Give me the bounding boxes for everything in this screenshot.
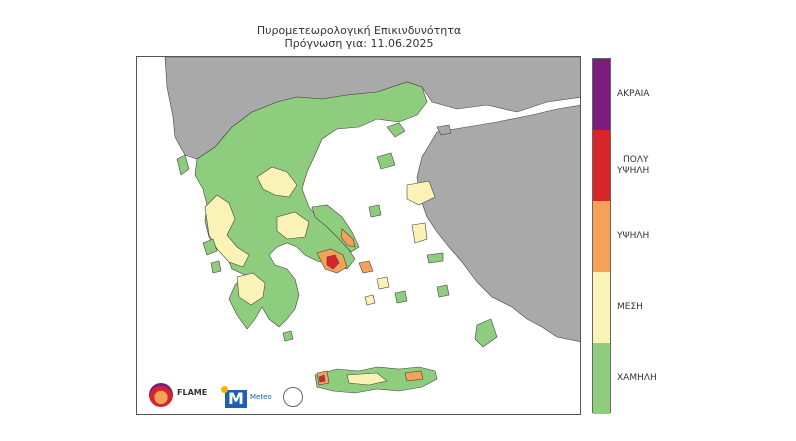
greece-map — [164, 57, 580, 394]
legend-text: ΧΑΜΗΛΗ — [617, 373, 657, 383]
legend-label-low: ΧΑΜΗΛΗ — [617, 373, 657, 384]
medium-zone-central — [276, 211, 310, 240]
flame-logo — [149, 383, 173, 407]
medium-zone-north — [256, 166, 298, 198]
crete-high-zone-east — [404, 370, 424, 382]
samothraki-island — [436, 124, 452, 136]
cyclades-4 — [364, 294, 376, 306]
thasos-island — [386, 122, 406, 138]
rhodes-island — [474, 318, 498, 348]
cyclades-1 — [358, 260, 374, 274]
meteo-logo-sun — [221, 386, 228, 393]
lesvos-island — [406, 180, 436, 206]
observatory-seal — [283, 387, 303, 407]
limnos-island — [376, 152, 396, 170]
attica-very-high-zone — [326, 254, 340, 270]
legend-label-extreme: ΑΚΡΑΙΑ — [617, 89, 649, 100]
medium-zone-peloponnese — [236, 272, 266, 306]
chios-island — [411, 222, 428, 244]
colorbar-high — [593, 201, 610, 272]
dodecanese-1 — [436, 284, 450, 298]
colorbar-extreme — [593, 59, 610, 130]
corfu-island — [176, 154, 190, 176]
fire-risk-map: FLAME M Meteo — [136, 56, 581, 415]
evia-high-zone — [340, 228, 356, 248]
meteo-logo: M — [225, 390, 247, 408]
cyclades-2 — [376, 276, 390, 290]
meteo-logo-text: Meteo — [250, 393, 272, 401]
kefalonia-island — [202, 238, 218, 256]
legend-text: ΑΚΡΑΙΑ — [617, 89, 650, 99]
legend-label-high: ΥΨΗΛΗ — [617, 231, 649, 242]
legend-text: ΥΨΗΛΗ — [617, 231, 650, 241]
skyros-island — [368, 204, 382, 218]
legend-text: ΠΟΛΥ — [623, 155, 649, 165]
flame-logo-text: FLAME — [177, 388, 208, 397]
kythira-island — [282, 330, 294, 342]
turkey-land — [416, 105, 580, 342]
legend-label-very-high: ΠΟΛΥ ΥΨΗΛΗ — [617, 155, 649, 177]
zakynthos-island — [210, 260, 222, 274]
legend-text: ΥΨΗΛΗ — [617, 166, 650, 176]
samos-island — [426, 252, 444, 264]
cyclades-3 — [394, 290, 408, 304]
legend-text: ΜΕΣΗ — [617, 302, 643, 312]
colorbar-medium — [593, 272, 610, 343]
risk-colorbar — [592, 58, 611, 414]
colorbar-low — [593, 343, 610, 414]
forecast-date: Πρόγνωση για: 11.06.2025 — [284, 37, 434, 50]
legend-label-medium: ΜΕΣΗ — [617, 302, 643, 313]
crete-medium-zone — [346, 372, 388, 386]
map-title: Πυρομετεωρολογική Επικινδυνότητα — [256, 24, 462, 37]
crete-very-high-zone-west — [318, 374, 326, 383]
colorbar-very-high — [593, 130, 610, 201]
